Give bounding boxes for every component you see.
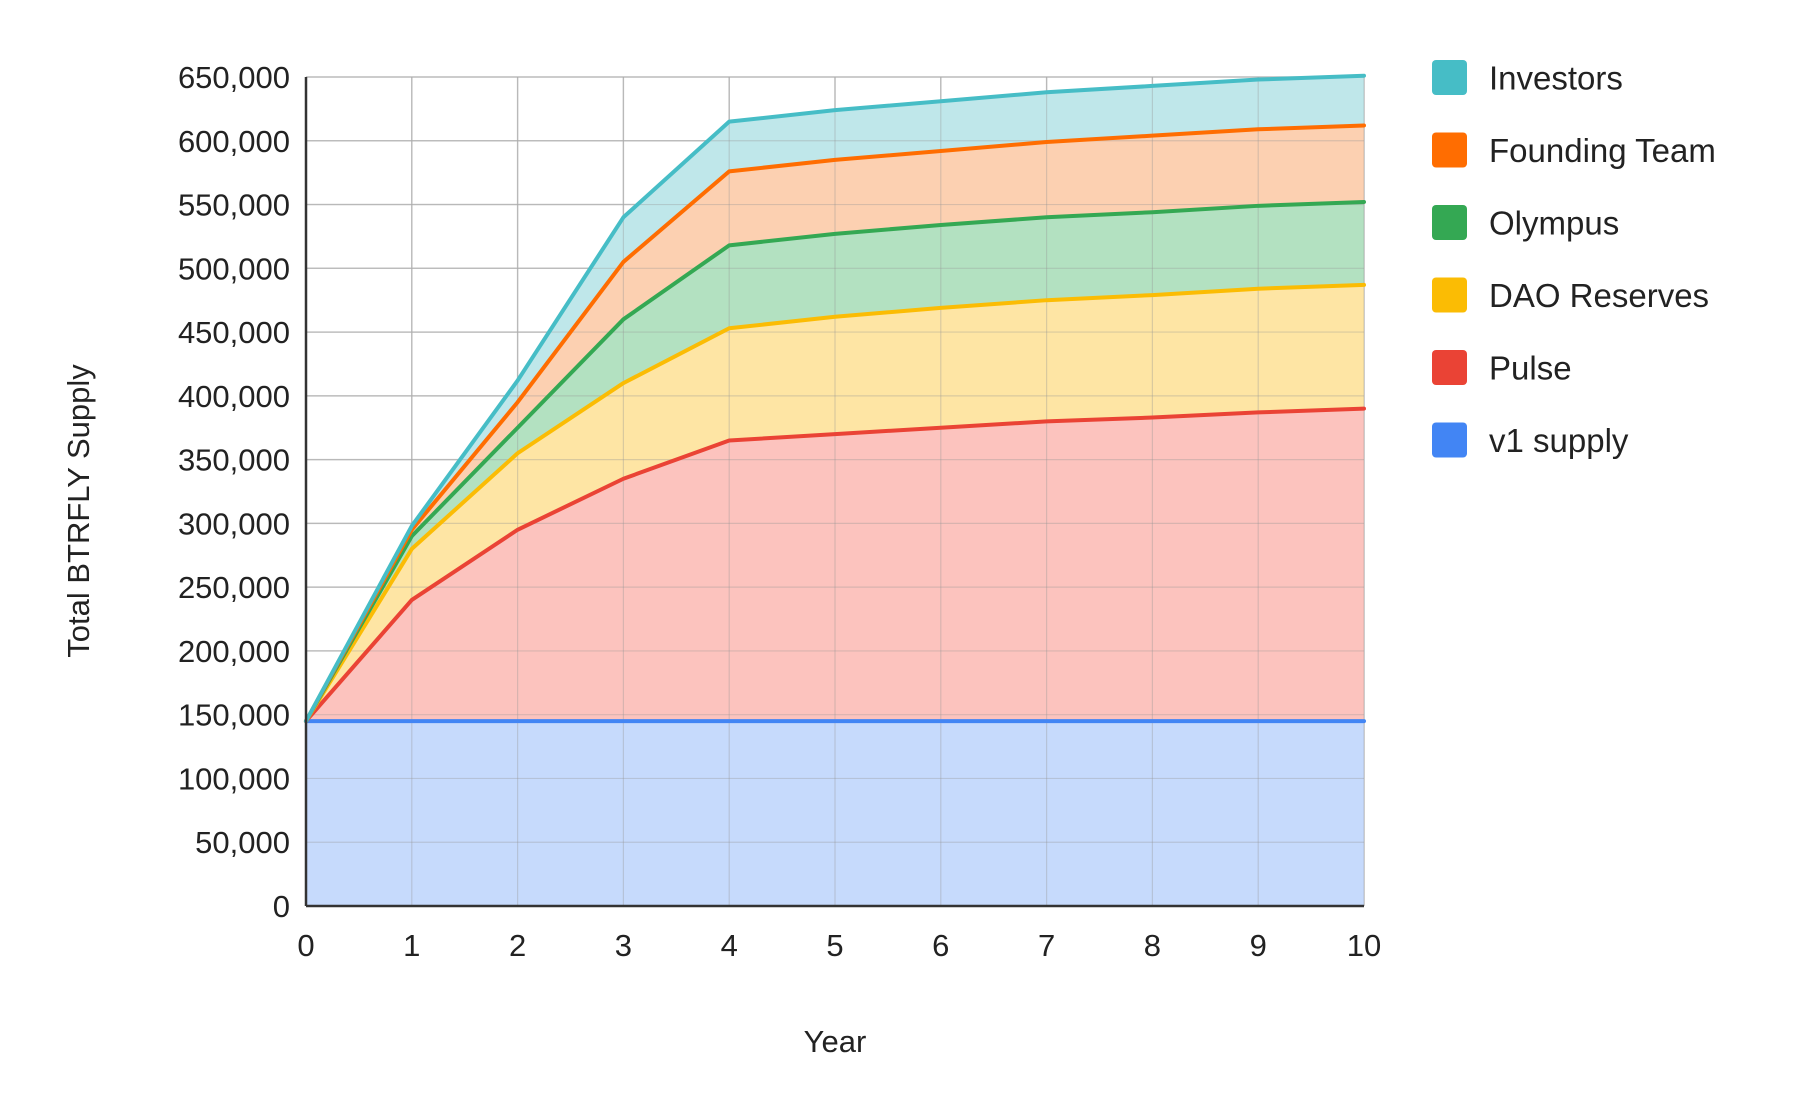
y-tick-label: 100,000 bbox=[178, 761, 290, 796]
legend-swatch bbox=[1432, 132, 1467, 168]
y-tick-label: 550,000 bbox=[178, 188, 290, 223]
x-axis-title: Year bbox=[804, 1024, 867, 1059]
line-investors bbox=[304, 73, 1366, 724]
area-fills bbox=[305, 75, 1365, 907]
y-tick-label: 200,000 bbox=[178, 634, 290, 669]
y-tick-label: 450,000 bbox=[178, 315, 290, 350]
x-tick-label: 6 bbox=[932, 928, 949, 963]
x-tick-label: 4 bbox=[721, 928, 738, 963]
area-dao-reserves bbox=[306, 284, 1364, 722]
legend-label: Founding Team bbox=[1489, 132, 1716, 169]
legend: Investors Founding Team Olympus DAO Reserve… bbox=[1432, 60, 1716, 459]
x-tick-label: 9 bbox=[1250, 928, 1267, 963]
legend-swatch bbox=[1432, 422, 1467, 458]
y-tick-label: 650,000 bbox=[178, 60, 290, 95]
area-founding-team bbox=[306, 125, 1364, 722]
x-tick-label: 0 bbox=[297, 928, 314, 963]
line-dao-reserves bbox=[304, 282, 1366, 724]
y-tick-label: 400,000 bbox=[178, 379, 290, 414]
x-tick-label: 7 bbox=[1038, 928, 1055, 963]
legend-label: Olympus bbox=[1489, 205, 1619, 242]
y-tick-label: 350,000 bbox=[178, 443, 290, 478]
area-pulse bbox=[306, 408, 1364, 722]
x-tick-label: 2 bbox=[509, 928, 526, 963]
legend-label: Investors bbox=[1489, 60, 1623, 97]
legend-item-dao-reserves: DAO Reserves bbox=[1432, 277, 1709, 314]
axes bbox=[304, 77, 1364, 908]
legend-item-v1-supply: v1 supply bbox=[1432, 422, 1629, 459]
y-tick-label: 500,000 bbox=[178, 251, 290, 286]
legend-label: Pulse bbox=[1489, 350, 1572, 387]
y-tick-label: 600,000 bbox=[178, 124, 290, 159]
legend-label: v1 supply bbox=[1489, 422, 1629, 459]
series-lines bbox=[304, 73, 1366, 724]
legend-swatch bbox=[1432, 277, 1467, 313]
legend-swatch bbox=[1432, 350, 1467, 385]
area-olympus bbox=[306, 201, 1364, 722]
x-tick-label: 5 bbox=[826, 928, 843, 963]
legend-item-founding-team: Founding Team bbox=[1432, 132, 1716, 169]
x-tick-label: 1 bbox=[403, 928, 420, 963]
y-tick-label: 300,000 bbox=[178, 506, 290, 541]
legend-label: DAO Reserves bbox=[1489, 277, 1709, 314]
x-tick-label: 10 bbox=[1347, 928, 1381, 963]
area-v1-supply bbox=[306, 721, 1364, 906]
line-olympus bbox=[304, 199, 1366, 724]
y-axis-title: Total BTRFLY Supply bbox=[61, 364, 96, 658]
y-tick-label: 50,000 bbox=[195, 825, 290, 860]
legend-swatch bbox=[1432, 205, 1467, 240]
line-founding-team bbox=[304, 123, 1366, 724]
legend-item-olympus: Olympus bbox=[1432, 205, 1619, 242]
line-pulse bbox=[304, 406, 1366, 724]
legend-item-investors: Investors bbox=[1432, 60, 1623, 97]
x-tick-labels: 0 1 2 3 4 5 6 7 8 9 10 bbox=[297, 928, 1381, 963]
y-tick-label: 150,000 bbox=[178, 698, 290, 733]
area-investors bbox=[306, 75, 1364, 722]
y-tick-label: 0 bbox=[273, 889, 290, 924]
y-tick-labels: 0 50,000 100,000 150,000 200,000 250,000 300,0… bbox=[178, 60, 290, 924]
legend-swatch bbox=[1432, 60, 1467, 95]
x-tick-label: 3 bbox=[615, 928, 632, 963]
x-tick-label: 8 bbox=[1144, 928, 1161, 963]
y-tick-label: 250,000 bbox=[178, 570, 290, 605]
legend-item-pulse: Pulse bbox=[1432, 350, 1572, 387]
